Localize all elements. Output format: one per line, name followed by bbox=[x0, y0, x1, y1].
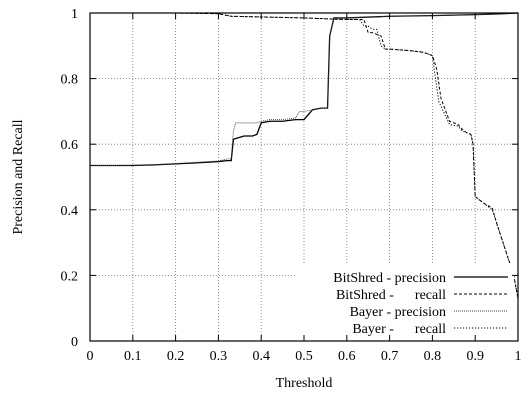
series-line-2 bbox=[90, 12, 519, 299]
x-tick-label: 0.8 bbox=[424, 349, 442, 364]
y-tick-label: 0.6 bbox=[61, 138, 79, 153]
legend-label: BitShred - recall bbox=[336, 288, 446, 303]
y-tick-label: 0.2 bbox=[61, 269, 79, 284]
x-tick-label: 0.1 bbox=[124, 349, 142, 364]
legend-label: Bayer - recall bbox=[352, 322, 446, 337]
series-line-4 bbox=[90, 12, 519, 299]
x-tick-label: 0.9 bbox=[466, 349, 484, 364]
legend-box bbox=[296, 263, 514, 339]
x-tick-label: 0.5 bbox=[295, 349, 313, 364]
x-axis-title: Threshold bbox=[276, 376, 333, 391]
x-tick-label: 0.6 bbox=[338, 349, 356, 364]
series-line-3 bbox=[90, 12, 519, 166]
legend-label: Bayer - precision bbox=[350, 305, 446, 320]
legend: BitShred - precision BitShred - recall Bay… bbox=[296, 263, 514, 339]
x-tick-label: 1 bbox=[515, 349, 522, 364]
x-tick-label: 0 bbox=[87, 349, 94, 364]
x-tick-label: 0.2 bbox=[167, 349, 185, 364]
x-tick-label: 0.4 bbox=[252, 349, 270, 364]
y-tick-label: 0.4 bbox=[61, 204, 79, 219]
legend-label: BitShred - precision bbox=[333, 271, 446, 286]
y-tick-label: 0 bbox=[71, 335, 78, 350]
series-line-1 bbox=[90, 12, 519, 167]
y-axis-title: Precision and Recall bbox=[11, 119, 26, 234]
axis-ticks: 0 0.1 0.2 0.3 0.4 0.5 0.6 0.7 0.8 0.9 1 0 0.2 0.4 0.6 0… bbox=[61, 7, 522, 364]
series-lines bbox=[90, 12, 519, 299]
x-tick-label: 0.7 bbox=[381, 349, 399, 364]
y-tick-label: 1 bbox=[71, 7, 78, 22]
x-tick-label: 0.3 bbox=[210, 349, 228, 364]
y-tick-label: 0.8 bbox=[61, 73, 79, 88]
